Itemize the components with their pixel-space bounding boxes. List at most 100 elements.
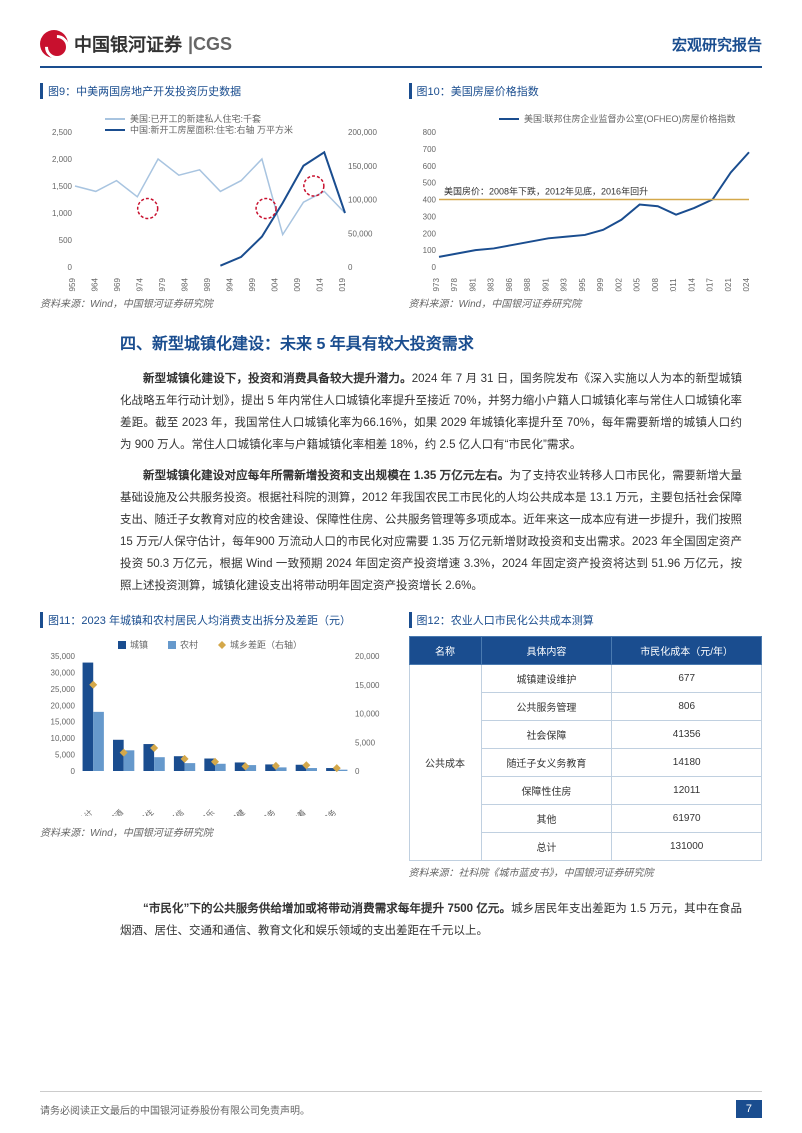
brand-logo-icon <box>40 30 68 58</box>
svg-text:1993: 1993 <box>559 278 568 292</box>
svg-text:美国:已开工的新建私人住宅:千套: 美国:已开工的新建私人住宅:千套 <box>130 113 261 124</box>
chart10-title: 图10：美国房屋价格指数 <box>409 83 763 99</box>
svg-text:150,000: 150,000 <box>348 162 377 171</box>
page-header: 中国银河证券 |CGS 宏观研究报告 <box>40 30 762 68</box>
table-cell: 677 <box>612 665 762 693</box>
svg-text:10,000: 10,000 <box>51 735 76 744</box>
svg-text:2005: 2005 <box>632 278 641 292</box>
brand-cn: 中国银河证券 <box>74 31 182 57</box>
table-cell: 其他 <box>481 805 612 833</box>
svg-text:2014: 2014 <box>316 278 325 292</box>
svg-text:1973: 1973 <box>432 278 441 292</box>
table-cell: 806 <box>612 693 762 721</box>
table-cell: 41356 <box>612 721 762 749</box>
svg-text:700: 700 <box>422 145 436 154</box>
svg-text:400: 400 <box>422 196 436 205</box>
chart9-container: 图9：中美两国房地产开发投资历史数据 美国:已开工的新建私人住宅:千套中国:新开… <box>40 83 394 310</box>
svg-text:1984: 1984 <box>181 278 190 292</box>
svg-text:100,000: 100,000 <box>348 196 377 205</box>
svg-text:50,000: 50,000 <box>348 229 373 238</box>
chart11-source: 资料来源：Wind，中国银河证券研究院 <box>40 824 394 839</box>
svg-text:衣着: 衣着 <box>289 808 307 817</box>
svg-text:0: 0 <box>431 263 436 272</box>
report-type: 宏观研究报告 <box>672 34 762 55</box>
svg-text:0: 0 <box>71 767 76 776</box>
svg-text:500: 500 <box>422 179 436 188</box>
chart12-title: 图12：农业人口市民化公共成本测算 <box>409 612 763 628</box>
chart11-title: 图11：2023 年城镇和农村居民人均消费支出拆分及差距（元） <box>40 612 394 628</box>
svg-text:800: 800 <box>422 128 436 137</box>
svg-text:30,000: 30,000 <box>51 669 76 678</box>
svg-text:美国房价：2008年下跌，2012年见底，2016年回升: 美国房价：2008年下跌，2012年见底，2016年回升 <box>444 186 648 197</box>
svg-text:15,000: 15,000 <box>51 718 76 727</box>
table-cell: 随迁子女义务教育 <box>481 749 612 777</box>
svg-text:500: 500 <box>59 236 73 245</box>
brand-en: |CGS <box>188 34 232 55</box>
page-footer: 请务必阅读正文最后的中国银河证券股份有限公司免责声明。 7 <box>40 1091 762 1118</box>
svg-text:2009: 2009 <box>293 278 302 292</box>
section4-title: 四、新型城镇化建设：未来 5 年具有较大投资需求 <box>40 330 762 354</box>
svg-text:0: 0 <box>355 767 360 776</box>
svg-text:2008: 2008 <box>650 278 659 292</box>
svg-text:15,000: 15,000 <box>355 681 380 690</box>
svg-text:1988: 1988 <box>523 278 532 292</box>
rowspan-cell: 公共成本 <box>409 665 481 861</box>
svg-text:200: 200 <box>422 229 436 238</box>
chart9-svg: 美国:已开工的新建私人住宅:千套中国:新开工房屋面积:住宅:右轴 万平方米050… <box>40 107 390 292</box>
svg-text:20,000: 20,000 <box>355 652 380 661</box>
svg-text:2017: 2017 <box>705 278 714 292</box>
table-cell: 保障性住房 <box>481 777 612 805</box>
svg-text:5,000: 5,000 <box>355 739 376 748</box>
svg-text:1978: 1978 <box>450 278 459 292</box>
chart11-svg: 城镇农村城乡差距（右轴）05,00010,00015,00020,00025,0… <box>40 636 390 816</box>
svg-text:1,000: 1,000 <box>52 209 73 218</box>
svg-text:居住: 居住 <box>137 808 155 817</box>
svg-text:20,000: 20,000 <box>51 702 76 711</box>
svg-text:1974: 1974 <box>136 278 145 292</box>
svg-text:5,000: 5,000 <box>55 751 76 760</box>
chart9-source: 资料来源：Wind，中国银河证券研究院 <box>40 295 394 310</box>
table-header: 名称 <box>409 637 481 665</box>
disclaimer: 请务必阅读正文最后的中国银河证券股份有限公司免责声明。 <box>40 1102 310 1117</box>
svg-text:2024: 2024 <box>742 278 751 292</box>
chart11-area: 城镇农村城乡差距（右轴）05,00010,00015,00020,00025,0… <box>40 636 394 821</box>
svg-text:0: 0 <box>68 263 73 272</box>
chart10-container: 图10：美国房屋价格指数 美国:联邦住房企业监督办公室(OFHEO)房屋价格指数… <box>409 83 763 310</box>
table-cell: 城镇建设维护 <box>481 665 612 693</box>
svg-text:医疗保健: 医疗保健 <box>217 808 247 817</box>
svg-text:1991: 1991 <box>541 278 550 292</box>
svg-text:城镇: 城镇 <box>130 639 148 650</box>
svg-text:1959: 1959 <box>68 278 77 292</box>
table-cell: 131000 <box>612 833 762 861</box>
svg-text:2021: 2021 <box>723 278 732 292</box>
svg-text:1994: 1994 <box>226 278 235 292</box>
svg-text:1989: 1989 <box>203 278 212 292</box>
table-cell: 14180 <box>612 749 762 777</box>
svg-text:2,000: 2,000 <box>52 155 73 164</box>
svg-text:1986: 1986 <box>504 278 513 292</box>
svg-text:食品烟酒: 食品烟酒 <box>95 808 125 817</box>
svg-text:1999: 1999 <box>248 278 257 292</box>
svg-text:1969: 1969 <box>113 278 122 292</box>
svg-text:2011: 2011 <box>669 278 678 292</box>
svg-text:1981: 1981 <box>468 278 477 292</box>
chart10-area: 美国:联邦住房企业监督办公室(OFHEO)房屋价格指数0100200300400… <box>409 107 763 292</box>
svg-text:2019: 2019 <box>338 278 347 292</box>
svg-text:1995: 1995 <box>577 278 586 292</box>
table-cell: 61970 <box>612 805 762 833</box>
para3: “市民化”下的公共服务供给增加或将带动消费需求每年提升 7500 亿元。城乡居民… <box>40 899 762 943</box>
chart12-container: 图12：农业人口市民化公共成本测算 名称具体内容市民化成本（元/年）公共成本城镇… <box>409 612 763 879</box>
svg-text:2,500: 2,500 <box>52 128 73 137</box>
svg-text:1999: 1999 <box>596 278 605 292</box>
chart10-svg: 美国:联邦住房企业监督办公室(OFHEO)房屋价格指数0100200300400… <box>409 107 759 292</box>
svg-text:美国:联邦住房企业监督办公室(OFHEO)房屋价格指数: 美国:联邦住房企业监督办公室(OFHEO)房屋价格指数 <box>524 113 736 124</box>
svg-text:农村: 农村 <box>180 639 198 650</box>
svg-text:1,500: 1,500 <box>52 182 73 191</box>
svg-text:1964: 1964 <box>91 278 100 292</box>
table-row: 公共成本城镇建设维护677 <box>409 665 762 693</box>
chart10-source: 资料来源：Wind，中国银河证券研究院 <box>409 295 763 310</box>
svg-text:200,000: 200,000 <box>348 128 377 137</box>
svg-text:10,000: 10,000 <box>355 710 380 719</box>
svg-text:0: 0 <box>348 263 353 272</box>
logo-area: 中国银河证券 |CGS <box>40 30 232 58</box>
